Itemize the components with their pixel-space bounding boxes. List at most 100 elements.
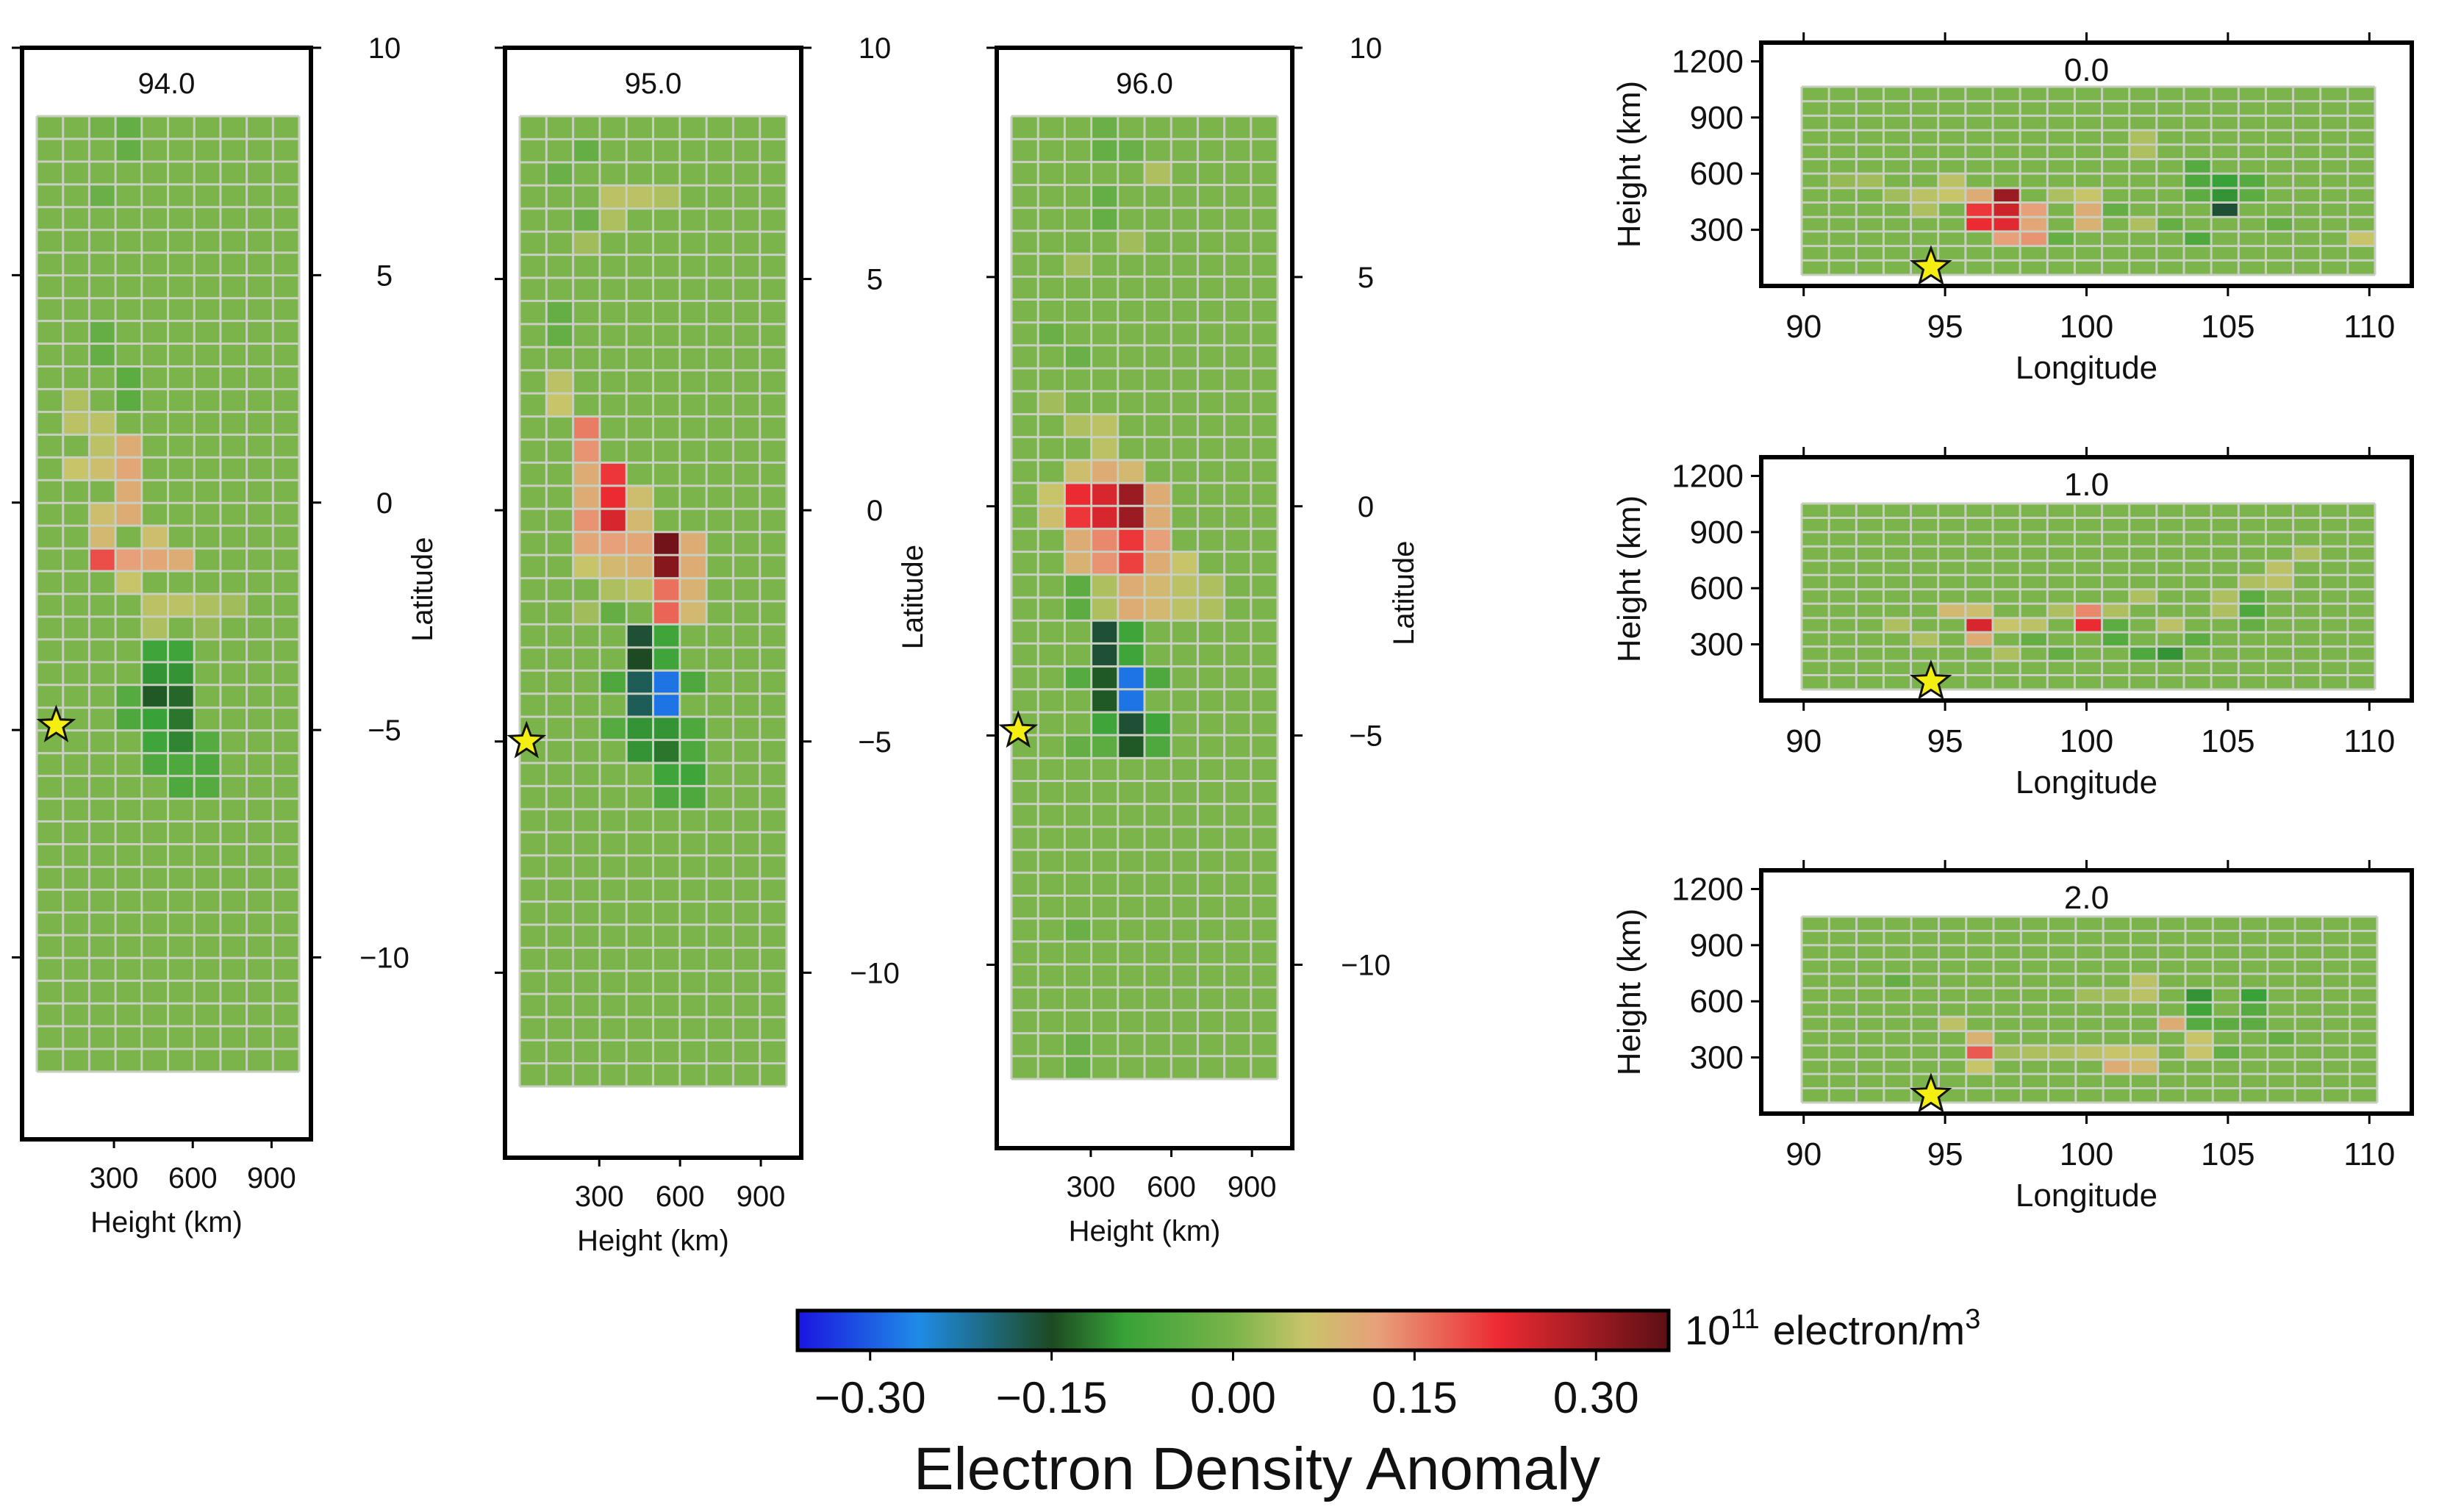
heatmap-cell bbox=[141, 161, 168, 184]
heatmap-cell bbox=[1117, 345, 1145, 369]
heatmap-cell bbox=[1171, 459, 1198, 484]
heatmap-cell bbox=[273, 161, 299, 184]
heatmap-cell bbox=[599, 139, 627, 162]
heatmap-anomaly-cell bbox=[1117, 459, 1145, 484]
heatmap-cell bbox=[141, 412, 168, 435]
heatmap-cell bbox=[759, 254, 787, 278]
heatmap-cell bbox=[2238, 101, 2266, 116]
heatmap-cell bbox=[194, 1003, 221, 1027]
heatmap-cell bbox=[1224, 987, 1251, 1011]
heatmap-cell bbox=[37, 298, 63, 321]
heatmap-cell bbox=[2347, 589, 2375, 604]
heatmap-cell bbox=[520, 440, 547, 463]
heatmap-cell bbox=[759, 1063, 787, 1086]
heatmap-anomaly-cell bbox=[2211, 187, 2239, 203]
heatmap-cell bbox=[37, 616, 63, 639]
heatmap-anomaly-cell bbox=[194, 730, 221, 753]
heatmap-cell bbox=[2103, 1074, 2131, 1089]
heatmap-cell bbox=[599, 763, 627, 787]
heatmap-cell bbox=[1938, 87, 1966, 101]
heatmap-cell bbox=[1856, 675, 1884, 689]
heatmap-cell bbox=[706, 670, 734, 694]
heatmap-anomaly-cell bbox=[115, 457, 142, 481]
heatmap-anomaly-cell bbox=[1091, 598, 1118, 621]
heatmap-anomaly-cell bbox=[653, 185, 680, 209]
heatmap-cell bbox=[1117, 414, 1145, 437]
heatmap-cell bbox=[141, 867, 168, 890]
heatmap-cell bbox=[1993, 144, 2021, 160]
heatmap-cell bbox=[89, 662, 116, 685]
heatmap-cell bbox=[246, 821, 273, 845]
heatmap-cell bbox=[1856, 617, 1884, 633]
x-tick-label: 100 bbox=[2060, 1136, 2113, 1172]
heatmap-anomaly-cell bbox=[168, 775, 195, 799]
heatmap-anomaly-cell bbox=[2213, 1017, 2241, 1031]
heatmap-cell bbox=[246, 958, 273, 981]
heatmap-cell bbox=[37, 639, 63, 662]
heatmap-cell bbox=[1965, 144, 1993, 160]
heatmap-cell bbox=[1145, 643, 1172, 667]
heatmap-cell bbox=[1171, 758, 1198, 781]
heatmap-cell bbox=[2074, 531, 2102, 547]
heatmap-cell bbox=[2184, 260, 2212, 275]
heatmap-cell bbox=[2129, 675, 2157, 689]
heatmap-cell bbox=[1197, 529, 1225, 552]
heatmap-cell bbox=[2238, 144, 2266, 160]
heatmap-cell bbox=[246, 775, 273, 799]
heatmap-cell bbox=[1064, 322, 1092, 345]
heatmap-cell bbox=[706, 254, 734, 278]
heatmap-cell bbox=[599, 116, 627, 140]
heatmap-cell bbox=[626, 1040, 653, 1064]
heatmap-cell bbox=[1064, 781, 1092, 804]
heatmap-cell bbox=[2320, 231, 2348, 246]
heatmap-cell bbox=[89, 275, 116, 298]
heatmap-cell bbox=[2320, 675, 2348, 689]
heatmap-cell bbox=[1117, 1033, 1145, 1056]
heatmap-cell bbox=[546, 1063, 573, 1086]
heatmap-cell bbox=[546, 786, 573, 809]
heatmap-cell bbox=[62, 138, 90, 162]
heatmap-cell bbox=[2074, 575, 2102, 590]
heatmap-cell bbox=[1829, 931, 1857, 945]
heatmap-anomaly-cell bbox=[2211, 173, 2239, 188]
heatmap-cell bbox=[1250, 116, 1278, 140]
heatmap-cell bbox=[220, 526, 247, 549]
heatmap-cell bbox=[1802, 945, 1830, 960]
heatmap-anomaly-cell bbox=[89, 526, 116, 549]
heatmap-anomaly-cell bbox=[2129, 217, 2157, 232]
heatmap-cell bbox=[1883, 1074, 1912, 1089]
heatmap-cell bbox=[1145, 803, 1172, 827]
heatmap-cell bbox=[1250, 139, 1278, 162]
heatmap-cell bbox=[1965, 504, 1993, 518]
heatmap-cell bbox=[1038, 895, 1065, 919]
heatmap-cell bbox=[1994, 973, 2021, 989]
heatmap-cell bbox=[2238, 202, 2266, 218]
heatmap-cell bbox=[520, 531, 547, 556]
heatmap-cell bbox=[759, 555, 787, 578]
heatmap-cell bbox=[1224, 781, 1251, 804]
heatmap-cell bbox=[2322, 931, 2350, 945]
heatmap-cell bbox=[2048, 973, 2076, 989]
heatmap-cell bbox=[1224, 918, 1251, 942]
heatmap-cell bbox=[546, 116, 573, 140]
heatmap-cell bbox=[2020, 144, 2048, 160]
heatmap-cell bbox=[706, 925, 734, 948]
heatmap-cell bbox=[89, 707, 116, 731]
heatmap-cell bbox=[2240, 1031, 2268, 1046]
heatmap-anomaly-cell bbox=[1993, 187, 2021, 203]
heatmap-cell bbox=[2349, 1088, 2377, 1103]
heatmap-cell bbox=[759, 925, 787, 948]
heatmap-cell bbox=[220, 707, 247, 731]
heatmap-cell bbox=[2074, 661, 2102, 676]
heatmap-cell bbox=[1829, 217, 1857, 232]
heatmap-anomaly-cell bbox=[599, 485, 627, 509]
heatmap-cell bbox=[2157, 988, 2185, 1003]
heatmap-cell bbox=[1224, 162, 1251, 185]
y-tick-label: 5 bbox=[376, 259, 393, 292]
heatmap-cell bbox=[1197, 276, 1225, 300]
heatmap-cell bbox=[2021, 917, 2049, 931]
heatmap-cell bbox=[194, 252, 221, 276]
heatmap-cell bbox=[2347, 87, 2375, 101]
heatmap-cell bbox=[706, 693, 734, 717]
